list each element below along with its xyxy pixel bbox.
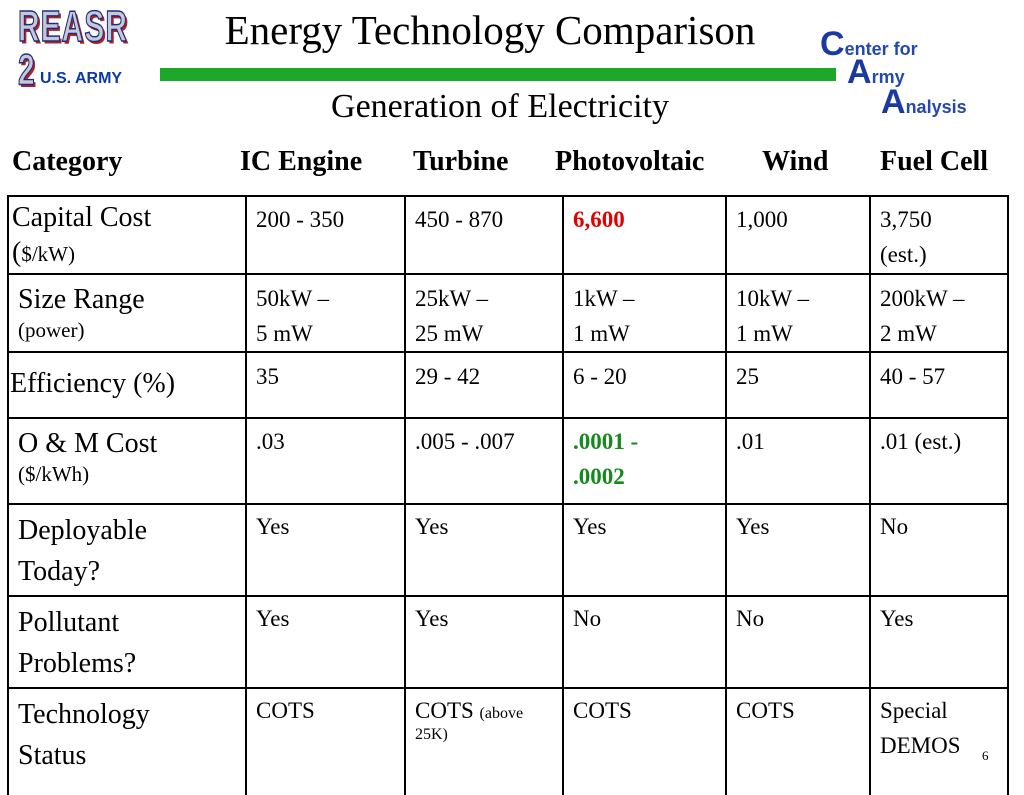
cell-status-fuel-cell: Special DEMOS	[880, 698, 961, 758]
title-divider-bar	[160, 68, 836, 81]
cell-deployable-turbine: Yes	[415, 514, 449, 539]
cell-om-cost-turbine: .005 - .007	[415, 429, 515, 454]
cell-pollutant-photovoltaic: No	[573, 606, 602, 631]
cell-efficiency-photovoltaic: 6 - 20	[573, 364, 627, 389]
row-label-efficiency: Efficiency (%)	[10, 368, 176, 399]
cell-status-photovoltaic: COTS	[573, 698, 632, 723]
cell-capital-cost-wind: 1,000	[736, 207, 788, 232]
cell-om-cost-fuel-cell: .01 (est.)	[880, 429, 962, 454]
row-label-pollutant-problems: Pollutant Problems?	[18, 607, 137, 679]
cell-efficiency-turbine: 29 - 42	[415, 364, 481, 389]
cell-om-cost-ic-engine: .03	[256, 429, 285, 454]
cell-om-cost-wind: .01	[736, 429, 765, 454]
cell-capital-cost-turbine: 450 - 870	[415, 207, 504, 232]
column-header-fuel-cell: Fuel Cell	[880, 146, 989, 177]
page-subtitle: Generation of Electricity	[331, 88, 669, 125]
row-divider	[7, 595, 1009, 597]
us-army-text: U.S. ARMY	[40, 70, 123, 87]
center-for-army-analysis-logo: Center for Army Analysis	[815, 25, 1015, 125]
cell-pollutant-ic-engine: Yes	[256, 606, 290, 631]
cell-size-range-ic-engine: 50kW –5 mW	[256, 286, 330, 346]
row-divider	[7, 503, 1009, 505]
column-divider	[7, 195, 9, 795]
row-label-om-cost: O & M Cost ($/kWh)	[18, 428, 158, 486]
cell-size-range-turbine: 25kW –25 mW	[415, 286, 489, 346]
column-divider	[245, 195, 247, 795]
cell-efficiency-fuel-cell: 40 - 57	[880, 364, 946, 389]
cell-deployable-ic-engine: Yes	[256, 514, 290, 539]
column-header-ic-engine: IC Engine	[240, 146, 363, 177]
cell-efficiency-wind: 25	[736, 364, 759, 389]
cell-pollutant-fuel-cell: Yes	[880, 606, 914, 631]
cell-om-cost-photovoltaic: .0001 - .0002	[573, 429, 639, 489]
row-label-technology-status: Technology Status	[18, 699, 150, 771]
column-divider	[562, 195, 564, 795]
cell-deployable-wind: Yes	[736, 514, 770, 539]
logo-line-1: Center for	[820, 25, 918, 63]
cell-size-range-photovoltaic: 1kW –1 mW	[573, 286, 635, 346]
column-header-photovoltaic: Photovoltaic	[555, 146, 705, 177]
cell-status-turbine: COTS (above 25K)	[415, 698, 524, 743]
column-header-wind: Wind	[762, 146, 829, 177]
cell-capital-cost-fuel-cell: 3,750 (est.)	[880, 207, 932, 267]
cell-pollutant-turbine: Yes	[415, 606, 449, 631]
row-divider	[7, 351, 1009, 353]
cell-size-range-fuel-cell: 200kW –2 mW	[880, 286, 965, 346]
cell-status-ic-engine: COTS	[256, 698, 315, 723]
row-divider	[7, 273, 1009, 275]
cell-pollutant-wind: No	[736, 606, 765, 631]
row-divider	[7, 687, 1009, 689]
cell-efficiency-ic-engine: 35	[256, 364, 279, 389]
column-divider	[1007, 195, 1009, 795]
row-divider	[7, 417, 1009, 419]
row-label-size-range: Size Range (power)	[18, 284, 145, 342]
row-label-capital-cost: Capital Cost ($/kW)	[12, 202, 152, 268]
cell-deployable-fuel-cell: No	[880, 514, 909, 539]
cell-status-wind: COTS	[736, 698, 795, 723]
column-divider	[869, 195, 871, 795]
cell-capital-cost-ic-engine: 200 - 350	[256, 207, 345, 232]
cell-size-range-wind: 10kW –1 mW	[736, 286, 810, 346]
column-header-category: Category	[12, 146, 123, 177]
column-header-turbine: Turbine	[413, 146, 509, 177]
row-label-deployable-today: Deployable Today?	[18, 515, 148, 587]
logo-line-3: Analysis	[881, 83, 967, 121]
cell-deployable-photovoltaic: Yes	[573, 514, 607, 539]
cell-capital-cost-photovoltaic: 6,600	[573, 207, 625, 232]
column-divider	[725, 195, 727, 795]
table-border-top	[7, 195, 1009, 197]
page-title: Energy Technology Comparison	[224, 7, 756, 53]
column-divider	[404, 195, 406, 795]
page-number: 6	[982, 748, 989, 763]
logo-line-2: Army	[847, 53, 905, 91]
reasr-logo-text: REASR 2	[17, 3, 129, 95]
reasr-army-logo: REASR 2 U.S. ARMY	[17, 5, 128, 93]
